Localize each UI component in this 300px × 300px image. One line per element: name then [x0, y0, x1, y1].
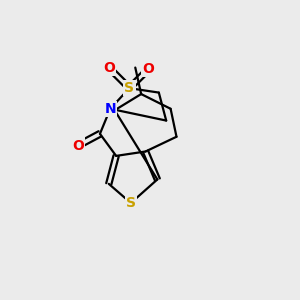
Text: S: S — [126, 196, 136, 210]
Text: S: S — [124, 81, 134, 95]
Text: O: O — [103, 61, 115, 75]
Text: O: O — [72, 139, 84, 153]
Text: N: N — [104, 102, 116, 116]
Text: O: O — [142, 62, 154, 76]
